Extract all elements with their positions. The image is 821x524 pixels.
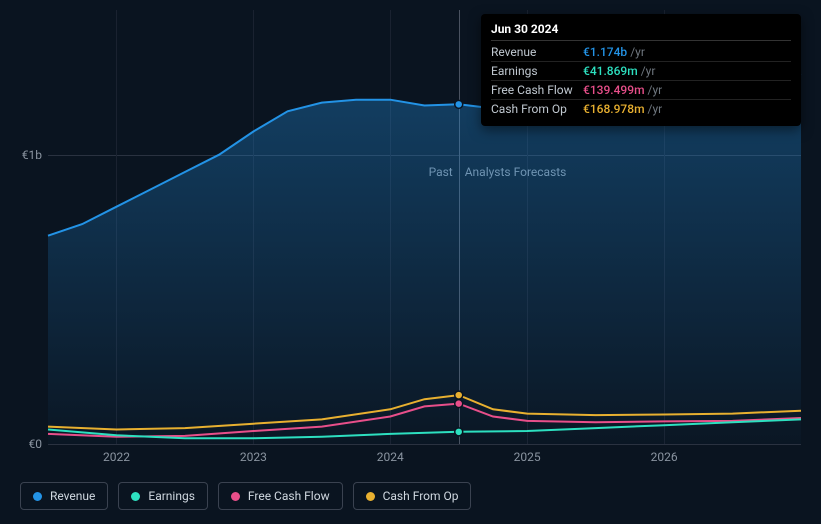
legend-label: Free Cash Flow <box>248 489 330 503</box>
tooltip-row-free-cash-flow: Free Cash Flow€139.499m/yr <box>491 81 791 100</box>
tooltip: Jun 30 2024 Revenue€1.174b/yrEarnings€41… <box>481 14 801 126</box>
tooltip-value: €168.978m <box>583 102 645 116</box>
tooltip-row-earnings: Earnings€41.869m/yr <box>491 62 791 81</box>
marker-revenue <box>455 100 463 108</box>
legend: Revenue Earnings Free Cash Flow Cash From O… <box>20 482 471 510</box>
plot-area: €1b €0 20222023202420252026 Past Analyst… <box>48 10 801 444</box>
marker-cash-from-op <box>455 391 463 399</box>
x-axis-label-2024: 2024 <box>377 450 404 464</box>
tooltip-unit: /yr <box>648 83 663 97</box>
marker-earnings <box>455 428 463 436</box>
y-axis-label-0: €0 <box>29 437 43 451</box>
tooltip-label: Cash From Op <box>491 102 583 116</box>
legend-item-revenue[interactable]: Revenue <box>20 482 108 510</box>
tooltip-date: Jun 30 2024 <box>491 22 791 41</box>
tooltip-unit: /yr <box>641 64 656 78</box>
tooltip-unit: /yr <box>630 45 645 59</box>
y-axis-label-1b: €1b <box>22 148 42 162</box>
legend-swatch <box>366 492 375 501</box>
tooltip-value: €1.174b <box>583 45 627 59</box>
chart-container: €1b €0 20222023202420252026 Past Analyst… <box>0 0 821 524</box>
marker-free-cash-flow <box>455 400 463 408</box>
legend-label: Revenue <box>50 489 95 503</box>
tooltip-row-revenue: Revenue€1.174b/yr <box>491 43 791 62</box>
legend-swatch <box>231 492 240 501</box>
x-axis-label-2022: 2022 <box>103 450 130 464</box>
legend-label: Cash From Op <box>383 489 459 503</box>
tooltip-value: €41.869m <box>583 64 638 78</box>
gridline-y-0 <box>48 444 801 445</box>
x-axis-label-2026: 2026 <box>651 450 678 464</box>
tooltip-unit: /yr <box>648 102 663 116</box>
x-axis-label-2025: 2025 <box>514 450 541 464</box>
legend-item-free-cash-flow[interactable]: Free Cash Flow <box>218 482 343 510</box>
tooltip-row-cash-from-op: Cash From Op€168.978m/yr <box>491 100 791 118</box>
tooltip-label: Free Cash Flow <box>491 83 583 97</box>
tooltip-label: Revenue <box>491 45 583 59</box>
legend-item-cash-from-op[interactable]: Cash From Op <box>353 482 472 510</box>
tooltip-label: Earnings <box>491 64 583 78</box>
legend-swatch <box>131 492 140 501</box>
legend-item-earnings[interactable]: Earnings <box>118 482 208 510</box>
revenue-area <box>48 74 801 444</box>
legend-label: Earnings <box>148 489 195 503</box>
legend-swatch <box>33 492 42 501</box>
tooltip-value: €139.499m <box>583 83 645 97</box>
x-axis-label-2023: 2023 <box>240 450 267 464</box>
